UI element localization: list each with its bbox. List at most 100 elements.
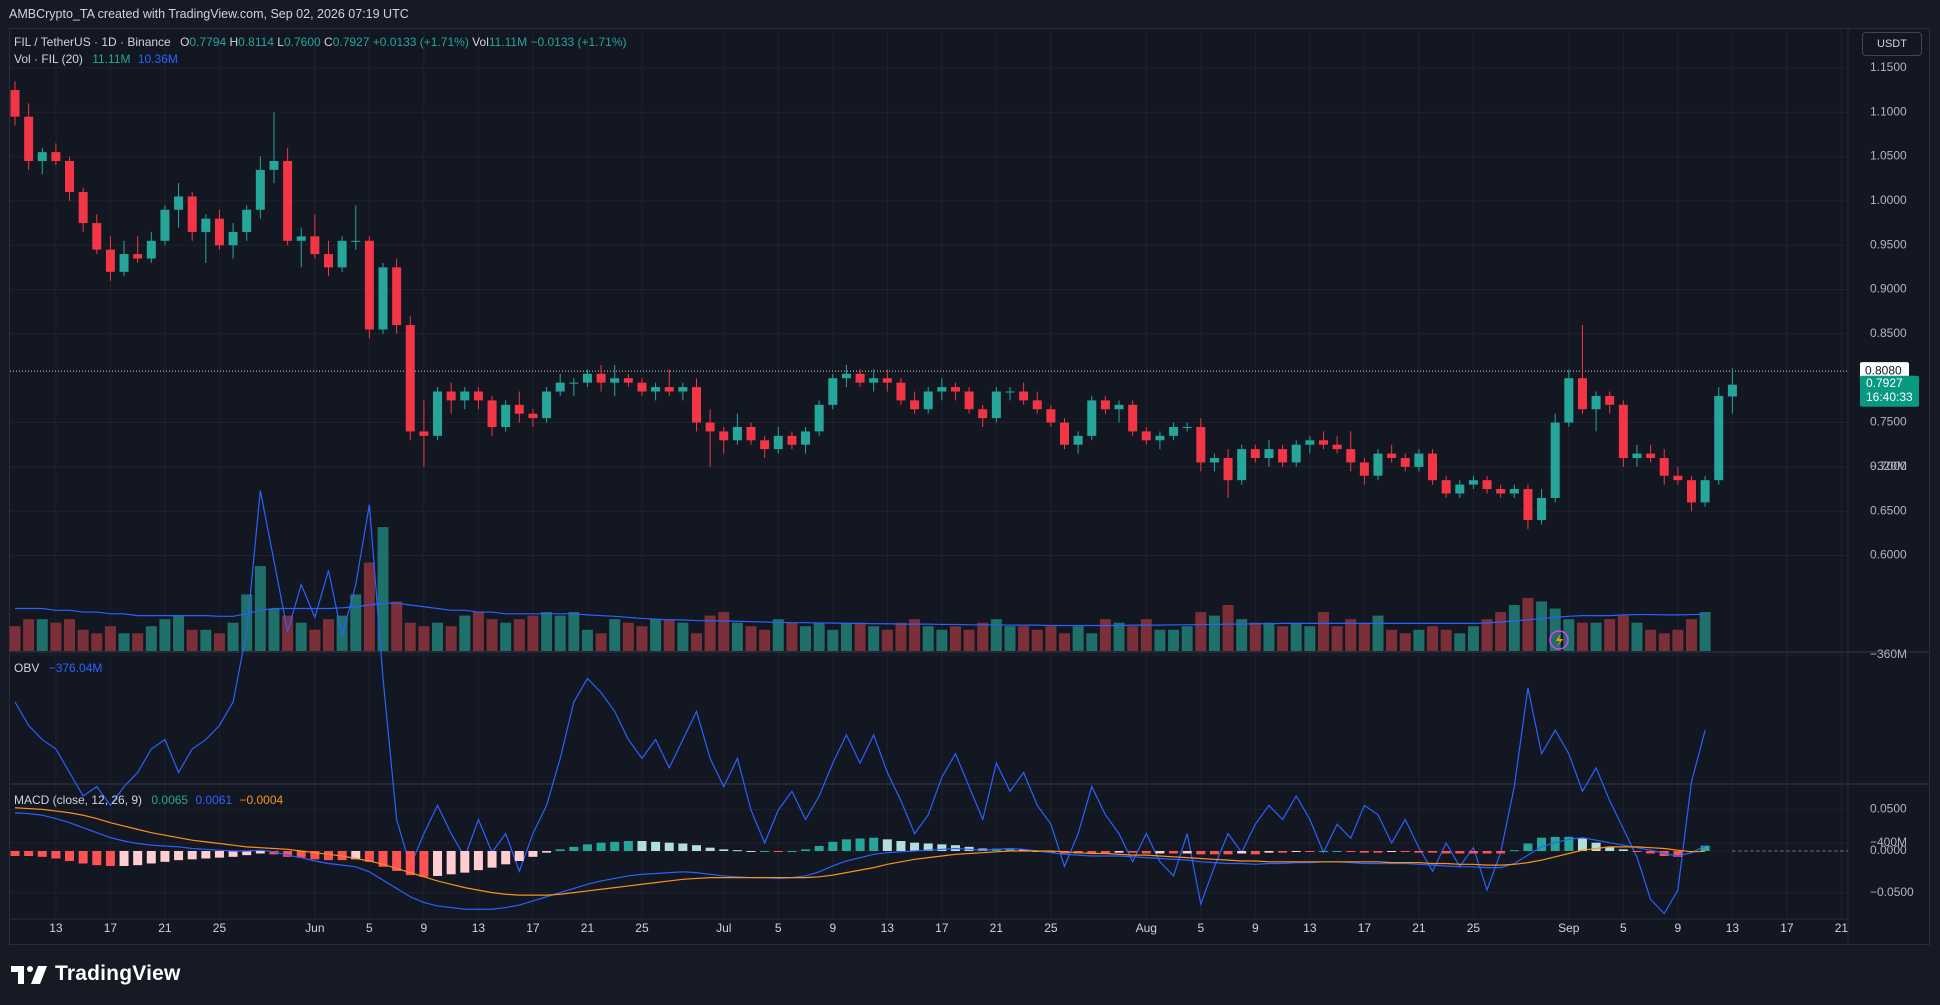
macd-hist-bar bbox=[896, 841, 906, 851]
obv-legend-label: OBV bbox=[14, 661, 40, 675]
candle-body bbox=[201, 218, 211, 232]
macd-hist-bar bbox=[514, 851, 524, 861]
macd-hist-bar bbox=[1577, 838, 1587, 851]
volume-bar bbox=[1549, 608, 1561, 651]
volume-bar bbox=[1099, 619, 1111, 651]
macd-hist-bar bbox=[1373, 851, 1383, 853]
candle-body bbox=[1714, 395, 1724, 481]
macd-hist-bar bbox=[351, 851, 361, 860]
volume-bar bbox=[1277, 626, 1289, 651]
currency-button[interactable]: USDT bbox=[1862, 32, 1922, 56]
volume-bar bbox=[1031, 629, 1043, 651]
candle-body bbox=[255, 169, 265, 210]
macd-hist-bar bbox=[473, 851, 483, 871]
candle-body bbox=[1128, 404, 1138, 432]
volume-bar bbox=[936, 629, 948, 651]
macd-hist-bar bbox=[828, 841, 838, 851]
time-axis-label: 9 bbox=[829, 921, 836, 935]
candle-body bbox=[364, 240, 374, 330]
time-axis-label: 21 bbox=[1412, 921, 1426, 935]
macd-hist-bar bbox=[1564, 836, 1574, 851]
macd-hist-bar bbox=[1673, 851, 1683, 857]
candle-body bbox=[105, 249, 115, 272]
volume-bar bbox=[800, 626, 812, 651]
candle-body bbox=[1632, 453, 1642, 459]
candle-body bbox=[1264, 449, 1274, 459]
high-value: 0.8114 bbox=[238, 35, 274, 49]
macd-axis-label: −0.0500 bbox=[1870, 885, 1914, 899]
volume-bar bbox=[1304, 626, 1316, 651]
macd-hist-bar bbox=[1114, 851, 1124, 853]
countdown-text: 16:40:33 bbox=[1866, 390, 1913, 404]
volume-bar bbox=[1563, 619, 1575, 651]
macd-hist-bar bbox=[1209, 851, 1219, 855]
macd-hist-bar bbox=[1305, 851, 1315, 852]
macd-hist-bar bbox=[242, 851, 252, 856]
volume-bar bbox=[1290, 622, 1302, 651]
time-axis-label: 21 bbox=[581, 921, 595, 935]
vol-label: Vol bbox=[472, 35, 489, 49]
candle-body bbox=[1278, 449, 1288, 463]
candle-body bbox=[1577, 378, 1587, 410]
candle-body bbox=[283, 161, 293, 241]
last-price-badge bbox=[1860, 375, 1919, 407]
top-bar: AMBCrypto_TA created with TradingView.co… bbox=[0, 0, 1940, 28]
macd-legend-label: MACD (close, 12, 26, 9) bbox=[14, 793, 143, 807]
volume-bar bbox=[1454, 633, 1466, 651]
candle-body bbox=[119, 254, 129, 272]
macd-hist-bar bbox=[378, 851, 388, 867]
macd-hist-bar bbox=[133, 851, 143, 866]
macd-histogram bbox=[10, 836, 1710, 877]
candle-body bbox=[133, 254, 143, 259]
candle-body bbox=[1509, 489, 1519, 494]
time-axis-label: 17 bbox=[935, 921, 949, 935]
macd-hist-bar bbox=[1387, 851, 1397, 852]
candle-body bbox=[760, 440, 770, 450]
volume-bar bbox=[500, 622, 512, 651]
macd-hist-bar bbox=[174, 851, 184, 861]
macd-hist-bar bbox=[1005, 848, 1015, 851]
candle-body bbox=[37, 152, 47, 162]
candle-body bbox=[746, 426, 756, 441]
macd-hist-bar bbox=[1700, 845, 1710, 851]
volume-bar bbox=[268, 608, 280, 651]
volume-bar bbox=[663, 619, 675, 651]
macd-hist-bar bbox=[255, 851, 265, 854]
candle-body bbox=[1727, 384, 1737, 397]
candle-body bbox=[24, 116, 34, 162]
volume-bar bbox=[636, 626, 648, 651]
candle-body bbox=[1223, 458, 1233, 481]
candle-body bbox=[1305, 440, 1315, 445]
time-axis-label: 5 bbox=[1197, 921, 1204, 935]
macd-hist-bar bbox=[323, 851, 333, 861]
macd-hist-bar bbox=[814, 846, 824, 851]
volume-bar bbox=[1004, 626, 1016, 651]
volume-bar bbox=[64, 619, 76, 651]
macd-hist-bar bbox=[1346, 851, 1356, 852]
macd-hist-bar bbox=[1591, 842, 1601, 851]
volume-bar bbox=[309, 629, 321, 651]
macd-hist-bar bbox=[787, 851, 797, 852]
candle-body bbox=[692, 387, 701, 423]
obv-line bbox=[14, 490, 1706, 915]
candle-body bbox=[1318, 440, 1328, 445]
volume-bar bbox=[1685, 619, 1697, 651]
macd-hist-bar bbox=[105, 851, 115, 866]
tradingview-logo[interactable]: TradingView bbox=[11, 962, 181, 986]
volume-bar bbox=[595, 633, 607, 651]
macd-hist-bar bbox=[310, 851, 320, 860]
volume-legend-value: 11.11M bbox=[92, 52, 131, 66]
volume-bar bbox=[568, 612, 580, 651]
volume-bar bbox=[295, 622, 307, 651]
time-axis-label: Sep bbox=[1558, 921, 1580, 935]
price-axis-label: 0.6500 bbox=[1870, 503, 1907, 517]
volume-bar bbox=[1413, 629, 1425, 651]
time-axis-label: 17 bbox=[104, 921, 118, 935]
volume-ma bbox=[15, 602, 1706, 627]
macd-hist-bar bbox=[651, 841, 661, 851]
lightning-replay-icon[interactable] bbox=[1549, 630, 1569, 650]
footer bbox=[0, 945, 1940, 1005]
last-price-text: 0.7927 bbox=[1866, 376, 1903, 390]
candle-body bbox=[855, 373, 865, 383]
